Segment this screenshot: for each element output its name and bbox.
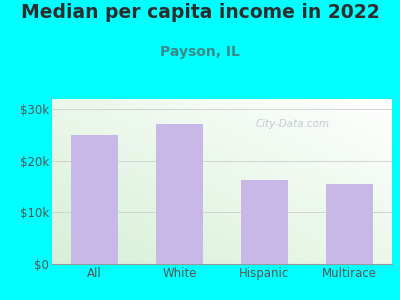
Text: City-Data.com: City-Data.com [256,119,330,129]
Bar [71,135,118,264]
Text: Median per capita income in 2022: Median per capita income in 2022 [21,3,379,22]
Text: Payson, IL: Payson, IL [160,45,240,59]
Bar [241,181,288,264]
Bar [156,124,203,264]
Bar [326,184,373,264]
